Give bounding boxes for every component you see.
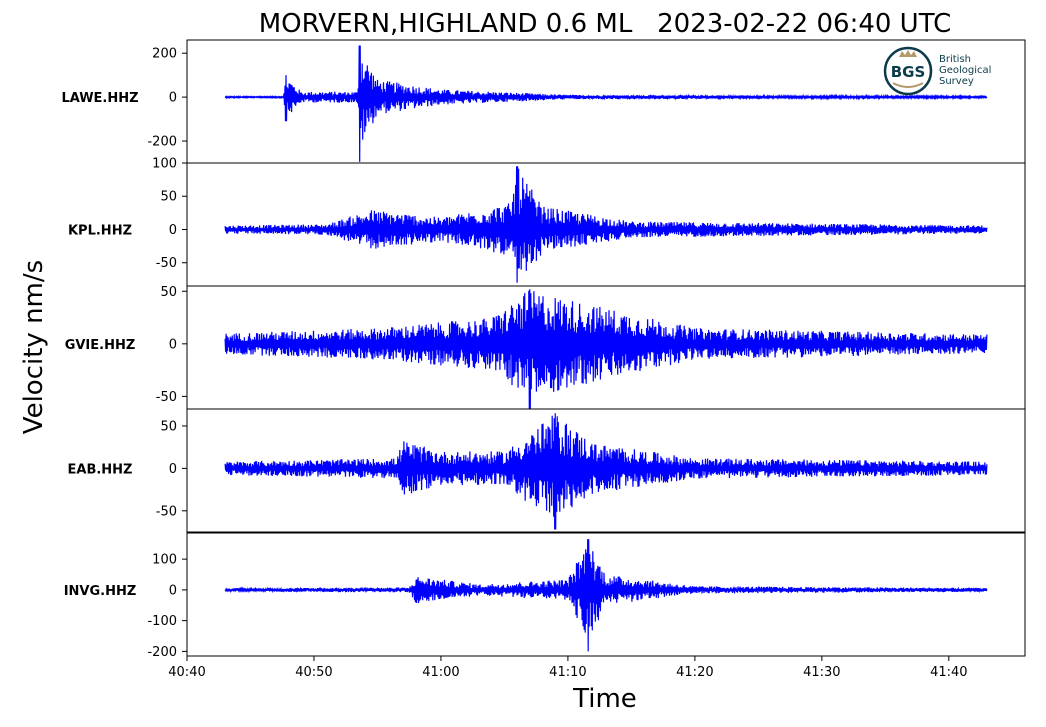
station-label: KPL.HHZ xyxy=(68,223,132,238)
logo-name-line: British xyxy=(939,54,971,65)
logo-text: BGS xyxy=(891,63,926,81)
x-tick-label: 41:20 xyxy=(676,665,713,680)
y-tick-label: -50 xyxy=(156,390,177,405)
x-tick-label: 41:30 xyxy=(803,665,840,680)
waveform-gvie-hhz xyxy=(224,289,988,410)
crown-icon xyxy=(899,50,917,57)
x-tick-label: 40:50 xyxy=(295,665,332,680)
y-axis-label: Velocity nm/s xyxy=(19,260,49,434)
chart-title: MORVERN,HIGHLAND 0.6 ML 2023-02-22 06:40… xyxy=(259,9,951,39)
y-tick-label: 0 xyxy=(169,583,177,598)
x-tick-label: 41:40 xyxy=(930,665,967,680)
x-axis: 40:40 40:50 41:00 41:10 41:20 41:30 41:40 xyxy=(168,656,968,680)
y-tick-label: -100 xyxy=(147,614,177,629)
waveform-eab-hhz xyxy=(224,413,988,530)
panel-invg-hhz: 100 0 -100 -200 INVG.HHZ xyxy=(64,532,1026,660)
y-tick-label: 100 xyxy=(152,553,177,568)
waveform-invg-hhz xyxy=(224,539,988,652)
panels-group: 200 0 -200 LAWE.HHZ 100 50 0 -50 KPL.HHZ 50 0 -50 GV… xyxy=(61,39,1026,660)
station-label: GVIE.HHZ xyxy=(65,338,136,353)
y-tick-label: 50 xyxy=(160,419,177,434)
panel-kpl-hhz: 100 50 0 -50 KPL.HHZ xyxy=(68,157,1026,287)
panel-frame xyxy=(186,408,1026,533)
logo-ring xyxy=(883,46,933,96)
y-tick-label: 0 xyxy=(169,223,177,238)
logo-swoosh xyxy=(892,82,924,88)
logo-name-line: Survey xyxy=(939,76,974,87)
waveform-kpl-hhz xyxy=(224,166,988,283)
panel-lawe-hhz: 200 0 -200 LAWE.HHZ xyxy=(61,39,1026,164)
x-tick-label: 41:10 xyxy=(549,665,586,680)
y-tick-label: -200 xyxy=(147,645,177,660)
station-label: INVG.HHZ xyxy=(64,584,137,599)
station-label: LAWE.HHZ xyxy=(61,91,138,106)
y-tick-label: 50 xyxy=(160,190,177,205)
y-tick-label: 200 xyxy=(152,47,177,62)
x-axis-label: Time xyxy=(572,684,637,714)
y-tick-label: -50 xyxy=(156,256,177,271)
panel-eab-hhz: 50 0 -50 EAB.HHZ xyxy=(68,408,1026,533)
station-label: EAB.HHZ xyxy=(68,462,133,477)
panel-gvie-hhz: 50 0 -50 GVIE.HHZ xyxy=(65,285,1026,410)
panel-frame xyxy=(186,532,1026,657)
y-tick-label: -200 xyxy=(147,135,177,150)
y-tick-label: 0 xyxy=(169,337,177,352)
y-tick-label: 0 xyxy=(169,91,177,106)
x-tick-label: 41:00 xyxy=(422,665,459,680)
waveform-lawe-hhz xyxy=(224,45,988,162)
y-tick-label: 50 xyxy=(160,285,177,300)
y-tick-label: 0 xyxy=(169,462,177,477)
x-tick-label: 40:40 xyxy=(168,665,205,680)
y-tick-label: -50 xyxy=(156,504,177,519)
y-tick-label: 100 xyxy=(152,157,177,172)
logo-name-line: Geological xyxy=(939,65,991,76)
